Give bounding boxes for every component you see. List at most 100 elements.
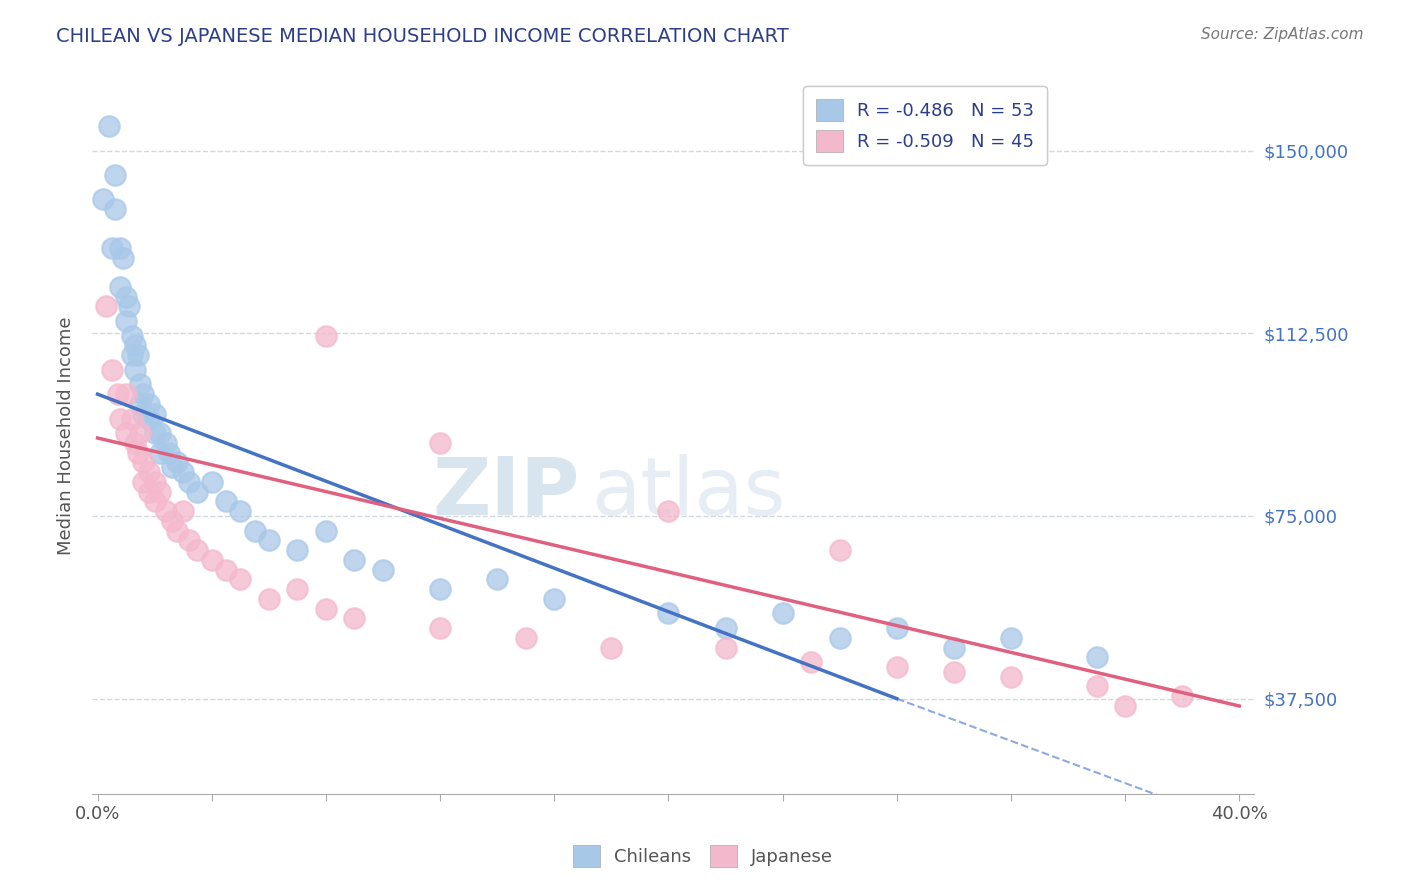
Point <box>1000 670 1022 684</box>
Text: Source: ZipAtlas.com: Source: ZipAtlas.com <box>1201 27 1364 42</box>
Point <box>1171 690 1194 704</box>
Point <box>155 504 177 518</box>
Point <box>132 455 155 469</box>
Point <box>172 465 194 479</box>
Point <box>257 533 280 548</box>
Point <box>800 655 823 669</box>
Point <box>1085 650 1108 665</box>
Point <box>143 494 166 508</box>
Point <box>201 553 224 567</box>
Point <box>229 504 252 518</box>
Point <box>371 563 394 577</box>
Point <box>160 514 183 528</box>
Point <box>132 407 155 421</box>
Point <box>149 426 172 441</box>
Point <box>129 377 152 392</box>
Point <box>149 445 172 459</box>
Point <box>115 314 138 328</box>
Point <box>138 411 160 425</box>
Point <box>101 241 124 255</box>
Point <box>104 168 127 182</box>
Point <box>942 665 965 679</box>
Point <box>600 640 623 655</box>
Text: atlas: atlas <box>592 454 786 532</box>
Point <box>112 251 135 265</box>
Point <box>429 435 451 450</box>
Point <box>143 407 166 421</box>
Point <box>98 119 121 133</box>
Point <box>1085 680 1108 694</box>
Point <box>160 460 183 475</box>
Point <box>107 387 129 401</box>
Point <box>186 543 208 558</box>
Point <box>315 524 337 538</box>
Point <box>121 348 143 362</box>
Point <box>942 640 965 655</box>
Point <box>243 524 266 538</box>
Point <box>828 631 851 645</box>
Text: ZIP: ZIP <box>433 454 579 532</box>
Point <box>543 591 565 606</box>
Point <box>127 445 149 459</box>
Point <box>229 572 252 586</box>
Point <box>110 280 132 294</box>
Point <box>138 484 160 499</box>
Point <box>172 504 194 518</box>
Point <box>127 348 149 362</box>
Point <box>886 660 908 674</box>
Point <box>315 328 337 343</box>
Point <box>143 426 166 441</box>
Point <box>215 494 238 508</box>
Text: CHILEAN VS JAPANESE MEDIAN HOUSEHOLD INCOME CORRELATION CHART: CHILEAN VS JAPANESE MEDIAN HOUSEHOLD INC… <box>56 27 789 45</box>
Point <box>166 455 188 469</box>
Point <box>714 640 737 655</box>
Point <box>121 411 143 425</box>
Point <box>257 591 280 606</box>
Point <box>343 553 366 567</box>
Point <box>155 435 177 450</box>
Point <box>772 607 794 621</box>
Point <box>657 504 679 518</box>
Point <box>138 397 160 411</box>
Point <box>143 475 166 489</box>
Point <box>186 484 208 499</box>
Point <box>124 363 146 377</box>
Point <box>124 338 146 352</box>
Point <box>101 363 124 377</box>
Point <box>104 202 127 216</box>
Legend: R = -0.486   N = 53, R = -0.509   N = 45: R = -0.486 N = 53, R = -0.509 N = 45 <box>803 87 1047 165</box>
Point <box>166 524 188 538</box>
Point <box>91 192 114 206</box>
Point <box>129 397 152 411</box>
Point <box>118 300 141 314</box>
Point <box>124 435 146 450</box>
Point <box>1000 631 1022 645</box>
Point <box>429 582 451 596</box>
Point <box>201 475 224 489</box>
Point <box>315 601 337 615</box>
Point <box>429 621 451 635</box>
Point <box>110 411 132 425</box>
Point <box>486 572 509 586</box>
Point <box>285 543 308 558</box>
Point <box>828 543 851 558</box>
Point <box>1114 698 1136 713</box>
Point <box>177 475 200 489</box>
Legend: Chileans, Japanese: Chileans, Japanese <box>565 838 841 874</box>
Point <box>115 387 138 401</box>
Point <box>121 328 143 343</box>
Point <box>129 426 152 441</box>
Point <box>115 290 138 304</box>
Point <box>886 621 908 635</box>
Point <box>215 563 238 577</box>
Point <box>110 241 132 255</box>
Point <box>515 631 537 645</box>
Point <box>157 445 180 459</box>
Point <box>177 533 200 548</box>
Point <box>132 475 155 489</box>
Point <box>94 300 117 314</box>
Y-axis label: Median Household Income: Median Household Income <box>58 317 75 555</box>
Point <box>343 611 366 625</box>
Point <box>149 484 172 499</box>
Point <box>657 607 679 621</box>
